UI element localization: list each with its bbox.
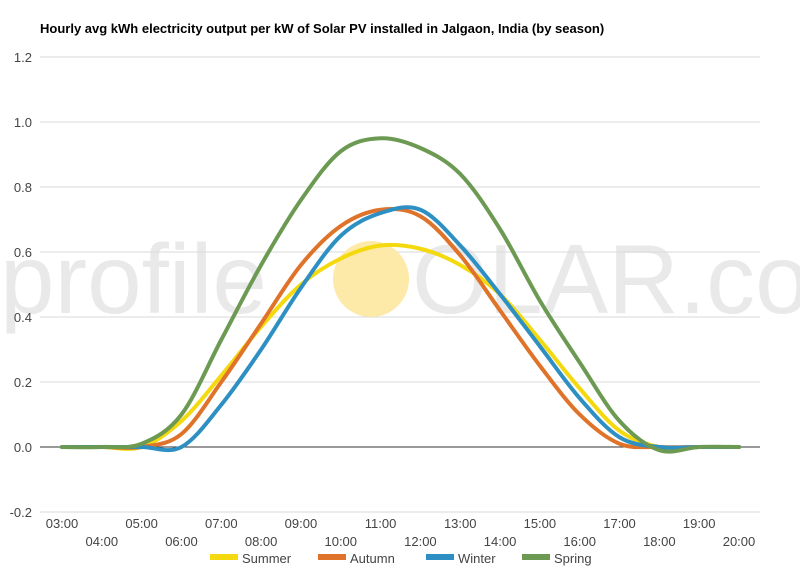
legend-label: Summer — [242, 551, 292, 566]
x-tick-label: 11:00 — [365, 516, 397, 531]
x-tick-label: 14:00 — [484, 534, 517, 549]
x-tick-label: 08:00 — [245, 534, 278, 549]
x-tick-label: 20:00 — [723, 534, 756, 549]
y-axis-ticks: -0.2 0.0 0.2 0.4 0.6 0.8 1.0 1.2 — [10, 50, 32, 520]
x-tick-label: 18:00 — [643, 534, 676, 549]
x-tick-label: 07:00 — [205, 516, 238, 531]
series-lines — [60, 136, 741, 454]
x-tick-label: 15:00 — [524, 516, 557, 531]
y-tick-label: 1.2 — [14, 50, 32, 65]
x-tick-label: 19:00 — [683, 516, 716, 531]
legend-item-autumn: Autumn — [318, 551, 395, 566]
legend-swatch — [318, 554, 346, 560]
x-axis-ticks: 03:00 04:00 05:00 06:00 07:00 08:00 09:00 10:00… — [46, 516, 756, 549]
y-tick-label: 0.8 — [14, 180, 32, 195]
x-tick-label: 09:00 — [285, 516, 318, 531]
x-tick-label: 13:00 — [444, 516, 477, 531]
y-tick-label: 0.6 — [14, 245, 32, 260]
y-tick-label: 0.4 — [14, 310, 32, 325]
series-line-spring — [60, 136, 741, 454]
legend-item-winter: Winter — [426, 551, 496, 566]
chart-title: Hourly avg kWh electricity output per kW… — [40, 21, 604, 36]
legend: Summer Autumn Winter Spring — [210, 551, 592, 566]
x-tick-label: 17:00 — [603, 516, 636, 531]
x-tick-label: 03:00 — [46, 516, 79, 531]
legend-swatch — [522, 554, 550, 560]
legend-label: Winter — [458, 551, 496, 566]
watermark-text-left: profile — [0, 224, 267, 334]
watermark-sun-icon — [333, 241, 409, 317]
y-tick-label: -0.2 — [10, 505, 32, 520]
legend-label: Autumn — [350, 551, 395, 566]
x-tick-label: 06:00 — [165, 534, 198, 549]
x-tick-label: 04:00 — [86, 534, 119, 549]
series-line-summer — [60, 242, 741, 451]
x-tick-label: 10:00 — [324, 534, 357, 549]
legend-swatch — [210, 554, 238, 560]
legend-item-summer: Summer — [210, 551, 292, 566]
legend-label: Spring — [554, 551, 592, 566]
y-tick-label: 0.0 — [14, 440, 32, 455]
legend-swatch — [426, 554, 454, 560]
series-line-winter — [60, 205, 741, 453]
legend-item-spring: Spring — [522, 551, 592, 566]
x-tick-label: 05:00 — [125, 516, 158, 531]
y-tick-label: 0.2 — [14, 375, 32, 390]
y-tick-label: 1.0 — [14, 115, 32, 130]
watermark-text-right: OLAR.com — [412, 224, 800, 334]
x-tick-label: 12:00 — [404, 534, 437, 549]
x-tick-label: 16:00 — [563, 534, 596, 549]
